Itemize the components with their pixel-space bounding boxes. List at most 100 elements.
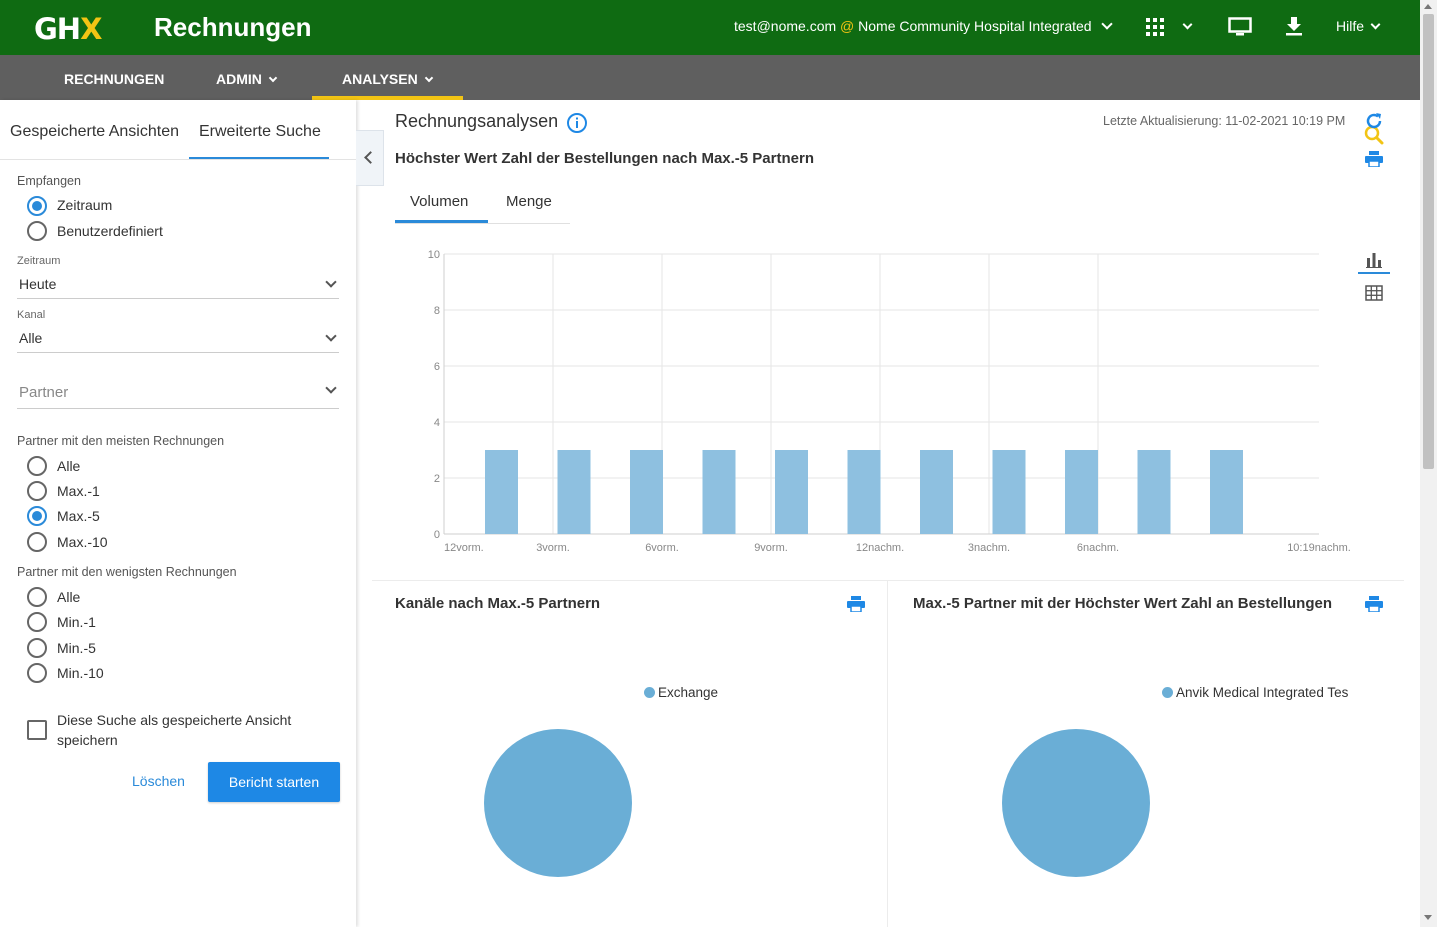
clear-button[interactable]: Löschen bbox=[132, 773, 185, 789]
print-icon[interactable] bbox=[847, 596, 865, 617]
chevron-down-icon bbox=[325, 330, 337, 342]
radio-most-10-label[interactable]: Max.-10 bbox=[57, 534, 108, 550]
x-tick-label: 3vorm. bbox=[536, 542, 570, 554]
help-menu[interactable]: Hilfe bbox=[1336, 18, 1381, 34]
section-divider bbox=[372, 580, 1404, 581]
save-view-label[interactable]: Diese Suche als gespeicherte Ansicht spe… bbox=[57, 712, 292, 748]
nav-active-indicator bbox=[312, 96, 463, 100]
legend-dot bbox=[644, 687, 655, 698]
view-toggle-indicator bbox=[1358, 272, 1390, 274]
radio-least-all-label[interactable]: Alle bbox=[57, 589, 81, 605]
tab-saved-views[interactable]: Gespeicherte Ansichten bbox=[10, 123, 179, 140]
apps-grid-icon[interactable] bbox=[1146, 18, 1164, 41]
bar-chart: 0 2 4 6 8 10 12vorm. 3vorm. 6vorm. 9vorm. 12nachm.… bbox=[428, 249, 1350, 554]
radio-least-10-label[interactable]: Min.-10 bbox=[57, 665, 104, 681]
y-tick-label: 8 bbox=[434, 305, 440, 317]
column-divider bbox=[887, 581, 888, 927]
start-report-button[interactable]: Bericht starten bbox=[208, 762, 340, 802]
least-invoices-label: Partner mit den wenigsten Rechnungen bbox=[17, 565, 237, 579]
radio-custom-label[interactable]: Benutzerdefiniert bbox=[57, 223, 163, 239]
bar bbox=[920, 450, 953, 534]
period-value: Heute bbox=[19, 276, 57, 292]
bar bbox=[775, 450, 808, 534]
nav-item-admin[interactable]: ADMIN bbox=[216, 71, 278, 87]
bar bbox=[702, 450, 736, 534]
tab-volume[interactable]: Volumen bbox=[410, 193, 469, 210]
monitor-icon[interactable] bbox=[1228, 17, 1252, 42]
radio-least-5[interactable] bbox=[27, 638, 47, 658]
scroll-thumb[interactable] bbox=[1423, 14, 1434, 469]
apps-chevron-icon[interactable] bbox=[1176, 18, 1193, 36]
bar bbox=[847, 450, 881, 534]
radio-most-all-label[interactable]: Alle bbox=[57, 458, 81, 474]
tab-advanced-search[interactable]: Erweiterte Suche bbox=[199, 123, 321, 140]
radio-most-5-label[interactable]: Max.-5 bbox=[57, 508, 100, 524]
received-label: Empfangen bbox=[17, 174, 81, 188]
radio-most-1-label[interactable]: Max.-1 bbox=[57, 483, 100, 499]
chevron-down-icon bbox=[268, 73, 278, 83]
bar-chart-title: Höchster Wert Zahl der Bestellungen nach… bbox=[395, 150, 814, 167]
account-switcher[interactable]: test@nome.com @ Nome Community Hospital … bbox=[734, 18, 1114, 34]
nav-item-rechnungen[interactable]: RECHNUNGEN bbox=[64, 71, 165, 87]
y-tick-label: 10 bbox=[428, 249, 440, 261]
ghx-logo[interactable]: GHX bbox=[34, 12, 102, 46]
table-grid-icon[interactable] bbox=[1365, 285, 1383, 306]
channel-select[interactable]: Alle bbox=[17, 324, 339, 353]
x-tick-label: 3nachm. bbox=[968, 542, 1010, 554]
page-scrollbar[interactable] bbox=[1420, 0, 1437, 927]
pie-left-legend: Exchange bbox=[644, 685, 718, 700]
bar bbox=[992, 450, 1026, 534]
radio-period-label[interactable]: Zeitraum bbox=[57, 197, 113, 213]
radio-least-10[interactable] bbox=[27, 663, 47, 683]
bar bbox=[630, 450, 663, 534]
x-tick-label: 6nachm. bbox=[1077, 542, 1119, 554]
chevron-down-icon bbox=[1370, 19, 1381, 30]
chevron-down-icon bbox=[325, 276, 337, 288]
y-tick-label: 6 bbox=[434, 361, 440, 373]
radio-least-5-label[interactable]: Min.-5 bbox=[57, 640, 96, 656]
chevron-down-icon bbox=[325, 382, 337, 394]
chevron-left-icon bbox=[364, 151, 377, 164]
tab-active-indicator bbox=[395, 220, 488, 223]
bar bbox=[1065, 450, 1098, 534]
print-icon[interactable] bbox=[1365, 151, 1383, 172]
save-view-checkbox[interactable] bbox=[27, 720, 47, 740]
print-icon[interactable] bbox=[1365, 596, 1383, 617]
partner-placeholder: Partner bbox=[19, 384, 69, 401]
scroll-down-arrow-icon[interactable] bbox=[1424, 915, 1432, 920]
radio-most-5[interactable] bbox=[27, 506, 47, 526]
radio-least-1[interactable] bbox=[27, 612, 47, 632]
channel-value: Alle bbox=[19, 330, 43, 346]
chevron-down-icon bbox=[1101, 18, 1114, 30]
x-tick-label: 9vorm. bbox=[754, 542, 788, 554]
period-select[interactable]: Heute bbox=[17, 270, 339, 299]
x-tick-label: 12nachm. bbox=[856, 542, 904, 554]
radio-least-all[interactable] bbox=[27, 587, 47, 607]
tab-quantity[interactable]: Menge bbox=[506, 193, 552, 210]
radio-period[interactable] bbox=[27, 196, 47, 216]
radio-most-1[interactable] bbox=[27, 481, 47, 501]
tab-divider bbox=[0, 159, 356, 160]
info-icon[interactable] bbox=[566, 112, 588, 139]
scroll-up-arrow-icon[interactable] bbox=[1424, 4, 1432, 9]
radio-most-all[interactable] bbox=[27, 456, 47, 476]
download-icon[interactable] bbox=[1285, 16, 1303, 41]
radio-custom[interactable] bbox=[27, 221, 47, 241]
last-update-text: Letzte Aktualisierung: 11-02-2021 10:19 … bbox=[1103, 114, 1346, 128]
bar bbox=[485, 450, 518, 534]
bar bbox=[1137, 450, 1171, 534]
radio-least-1-label[interactable]: Min.-1 bbox=[57, 614, 96, 630]
collapse-sidebar-button[interactable] bbox=[356, 130, 384, 186]
pie-right-title: Max.-5 Partner mit der Höchster Wert Zah… bbox=[913, 595, 1332, 612]
bar bbox=[557, 450, 591, 534]
y-tick-label: 0 bbox=[434, 529, 440, 541]
partner-select[interactable]: Partner bbox=[17, 372, 339, 409]
refresh-icon[interactable] bbox=[1364, 111, 1384, 136]
search-sidebar: Gespeicherte Ansichten Erweiterte Suche … bbox=[0, 100, 356, 927]
bar-chart-icon[interactable] bbox=[1366, 252, 1382, 273]
nav-item-analysen[interactable]: ANALYSEN bbox=[342, 71, 433, 87]
account-org: Nome Community Hospital Integrated bbox=[858, 18, 1092, 34]
radio-most-10[interactable] bbox=[27, 532, 47, 552]
account-user: test@nome.com bbox=[734, 18, 837, 34]
x-tick-label: 6vorm. bbox=[645, 542, 679, 554]
